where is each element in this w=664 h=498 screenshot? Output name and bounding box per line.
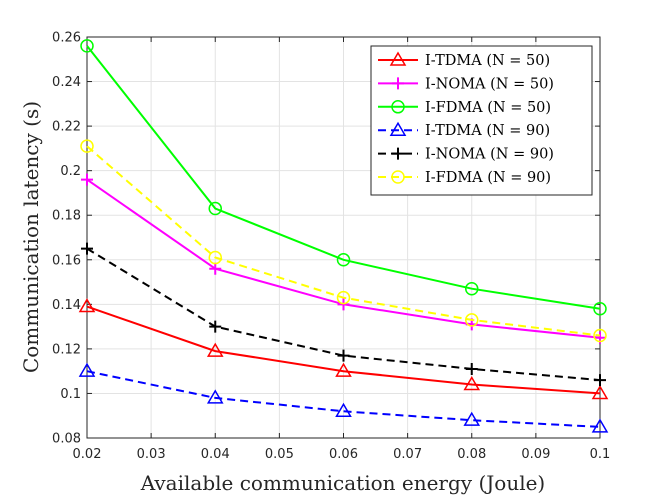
legend-entry: I-FDMA (N = 90) bbox=[378, 170, 551, 186]
legend-entry: I-FDMA (N = 50) bbox=[378, 100, 551, 116]
triangle-marker bbox=[591, 384, 609, 400]
plus-marker bbox=[81, 242, 93, 255]
triangle-marker bbox=[463, 411, 481, 426]
legend-label: I-FDMA (N = 90) bbox=[425, 170, 551, 186]
y-axis-title: Communication latency (s) bbox=[19, 101, 43, 373]
x-tick-label: 0.04 bbox=[201, 447, 230, 462]
circle-marker bbox=[391, 100, 405, 114]
plus-marker bbox=[465, 362, 478, 375]
triangle-marker bbox=[591, 418, 609, 433]
series-line bbox=[86, 145, 601, 337]
y-tick-label: 0.16 bbox=[52, 253, 81, 268]
triangle-marker bbox=[335, 362, 352, 377]
plus-marker bbox=[392, 147, 404, 160]
series-layer bbox=[78, 39, 609, 433]
series-line bbox=[86, 45, 601, 310]
x-tick-label: 0.05 bbox=[265, 447, 294, 462]
x-axis-ticks: 0.02 0.03 0.04 0.05 0.06 0.07 0.08 0.09 0.1 bbox=[73, 37, 611, 462]
plus-marker bbox=[594, 374, 606, 387]
legend-box bbox=[370, 45, 593, 196]
plus-marker bbox=[392, 77, 404, 90]
x-tick-label: 0.08 bbox=[457, 447, 486, 462]
circle-marker bbox=[593, 302, 607, 316]
triangle-marker bbox=[389, 51, 407, 66]
plus-marker bbox=[337, 349, 350, 362]
series-line bbox=[86, 305, 601, 395]
y-tick-label: 0.26 bbox=[52, 31, 81, 46]
triangle-marker bbox=[78, 298, 96, 313]
triangle-marker bbox=[78, 362, 96, 377]
series-4 bbox=[78, 362, 609, 433]
series-3 bbox=[80, 39, 607, 316]
circle-marker bbox=[208, 250, 222, 265]
circle-marker bbox=[208, 201, 222, 216]
legend: I-TDMA (N = 50) I-NOMA (N = 50) I-FDMA (N … bbox=[370, 45, 593, 196]
x-tick-label: 0.06 bbox=[329, 447, 358, 462]
triangle-marker bbox=[463, 376, 481, 391]
plus-marker bbox=[209, 320, 222, 333]
y-tick-label: 0.24 bbox=[52, 75, 81, 90]
x-tick-label: 0.07 bbox=[393, 447, 422, 462]
circle-marker bbox=[465, 281, 479, 296]
y-tick-label: 0.08 bbox=[52, 432, 81, 447]
triangle-marker bbox=[389, 121, 407, 136]
circle-marker bbox=[593, 328, 607, 343]
series-1 bbox=[78, 298, 609, 400]
x-tick-label: 0.1 bbox=[590, 447, 611, 462]
legend-entry: I-TDMA (N = 50) bbox=[378, 51, 550, 69]
legend-entry: I-TDMA (N = 90) bbox=[378, 121, 550, 139]
y-tick-label: 0.18 bbox=[52, 209, 81, 224]
y-tick-label: 0.22 bbox=[52, 120, 81, 135]
plus-marker bbox=[209, 262, 222, 275]
circle-marker bbox=[80, 39, 94, 53]
legend-label: I-NOMA (N = 50) bbox=[425, 76, 554, 92]
y-tick-label: 0.2 bbox=[60, 164, 81, 179]
series-5 bbox=[81, 242, 606, 387]
y-axis-ticks: 0.08 0.1 0.12 0.14 0.16 0.18 0.2 0.22 0.24 0.26 bbox=[52, 31, 600, 447]
legend-label: I-TDMA (N = 50) bbox=[425, 53, 550, 69]
triangle-marker bbox=[206, 342, 224, 357]
legend-entry: I-NOMA (N = 90) bbox=[378, 147, 554, 163]
y-tick-label: 0.1 bbox=[60, 387, 81, 402]
legend-entry: I-NOMA (N = 50) bbox=[378, 76, 554, 92]
x-tick-label: 0.03 bbox=[137, 447, 166, 462]
circle-marker bbox=[80, 139, 94, 153]
legend-label: I-TDMA (N = 90) bbox=[425, 123, 550, 139]
legend-label: I-FDMA (N = 50) bbox=[425, 100, 551, 116]
circle-marker bbox=[465, 313, 479, 327]
y-tick-label: 0.12 bbox=[52, 342, 81, 357]
legend-label: I-NOMA (N = 90) bbox=[425, 147, 554, 163]
circle-marker bbox=[391, 170, 405, 184]
x-axis-title: Available communication energy (Joule) bbox=[140, 471, 545, 495]
series-6 bbox=[80, 139, 607, 343]
series-line bbox=[86, 370, 601, 428]
circle-marker bbox=[336, 290, 351, 305]
triangle-marker bbox=[206, 389, 224, 404]
y-tick-label: 0.14 bbox=[52, 298, 81, 313]
circle-marker bbox=[336, 253, 351, 267]
x-tick-label: 0.09 bbox=[521, 447, 550, 462]
plus-marker bbox=[81, 173, 93, 186]
triangle-marker bbox=[335, 402, 352, 418]
x-tick-label: 0.02 bbox=[73, 447, 102, 462]
